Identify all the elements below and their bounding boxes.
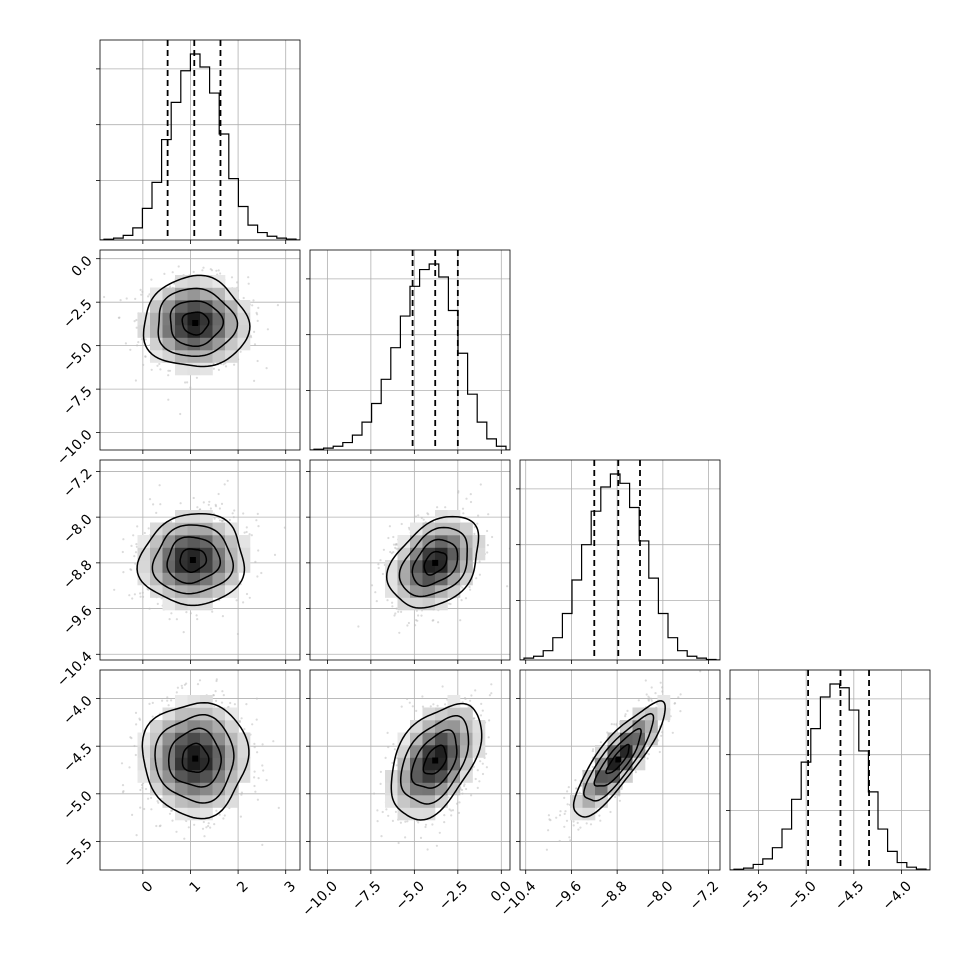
contour-line: [399, 714, 470, 805]
contour-line: [181, 742, 210, 773]
x-tick-label: −5.0: [393, 878, 428, 913]
axes-frame: [99, 669, 301, 871]
axes-frame: [99, 39, 301, 241]
axes-frame: [99, 249, 301, 451]
x-tick-label: −10.0: [299, 878, 341, 920]
contour-line: [154, 713, 235, 804]
axes-frame: [519, 669, 721, 871]
contour-line: [157, 287, 239, 358]
contour-line: [572, 700, 666, 818]
x-tick-label: 2: [234, 878, 252, 896]
contour-line: [411, 538, 459, 587]
density-peak: [192, 755, 199, 762]
contour-line: [605, 743, 630, 775]
contour-line: [179, 548, 208, 573]
x-tick-label: 0: [139, 878, 157, 896]
x-tick-label: −4.5: [832, 878, 867, 913]
contour-line: [410, 729, 458, 789]
contour-line: [398, 526, 468, 598]
x-tick-label: −8.0: [641, 878, 676, 913]
density-blocks: [137, 695, 251, 821]
axes-frame: [309, 669, 511, 871]
contour-line: [593, 727, 642, 787]
y-tick-label: −5.0: [60, 340, 95, 375]
x-tick-label: −7.2: [687, 878, 722, 913]
y-tick-label: −9.6: [60, 603, 95, 638]
scatter-contour-panel: [306, 459, 511, 664]
y-tick-label: −7.5: [60, 383, 95, 418]
y-tick-label: 0.0: [69, 253, 96, 280]
contour-line: [141, 701, 250, 820]
histogram-step: [100, 53, 300, 240]
contour-line: [167, 727, 222, 788]
contour-line: [423, 550, 448, 576]
histogram-panel: [516, 459, 721, 664]
y-tick-label: −4.0: [60, 693, 95, 728]
density-peak: [432, 757, 439, 764]
histogram-step: [310, 263, 510, 450]
x-tick-label: −8.8: [595, 878, 630, 913]
contour-line: [151, 524, 235, 595]
x-tick-label: −2.5: [436, 878, 471, 913]
contour-line: [422, 744, 448, 775]
y-tick-label: −5.5: [60, 836, 95, 871]
contour-line: [166, 536, 222, 585]
density-peak: [615, 756, 622, 763]
y-tick-label: −2.5: [60, 297, 95, 332]
x-tick-label: −4.0: [880, 878, 915, 913]
density-peak: [432, 559, 439, 566]
axes-frame: [519, 459, 721, 661]
scatter-contour-panel: [516, 669, 721, 874]
axes-frame: [309, 249, 511, 451]
histogram-panel: [306, 249, 511, 454]
x-tick-label: 1: [186, 878, 204, 896]
scatter-contour-panel: [96, 669, 301, 874]
contour-line: [136, 512, 246, 607]
contour-line: [583, 712, 655, 802]
scatter-contour-panel: [96, 459, 301, 664]
y-tick-label: −10.0: [54, 427, 96, 469]
histogram-step: [730, 683, 930, 870]
histogram-panel: [726, 669, 931, 874]
scatter-contour-panel: [96, 249, 301, 454]
y-tick-label: −7.2: [60, 466, 95, 501]
x-tick-label: −5.5: [737, 878, 772, 913]
scatter-contour-panel: [306, 669, 511, 874]
density-blocks: [385, 695, 486, 821]
density-peak: [189, 557, 196, 563]
histogram-panel: [96, 39, 301, 244]
x-tick-label: −7.5: [349, 878, 384, 913]
y-tick-label: −10.4: [54, 649, 96, 691]
density-peak: [192, 320, 199, 326]
axes-frame: [309, 459, 511, 661]
contour-line: [385, 515, 480, 609]
axes-frame: [99, 459, 301, 661]
y-tick-label: −5.0: [60, 788, 95, 823]
x-tick-label: −9.6: [550, 878, 585, 913]
x-tick-label: −5.0: [784, 878, 819, 913]
contour-line: [181, 311, 210, 336]
x-tick-label: 3: [282, 878, 300, 896]
contour-line: [142, 274, 251, 368]
y-tick-label: −8.8: [60, 557, 95, 592]
contour-line: [390, 702, 483, 821]
axes-frame: [729, 669, 931, 871]
y-tick-label: −8.0: [60, 511, 95, 546]
contour-line: [169, 300, 225, 348]
histogram-step: [520, 473, 720, 660]
y-tick-label: −4.5: [60, 741, 95, 776]
